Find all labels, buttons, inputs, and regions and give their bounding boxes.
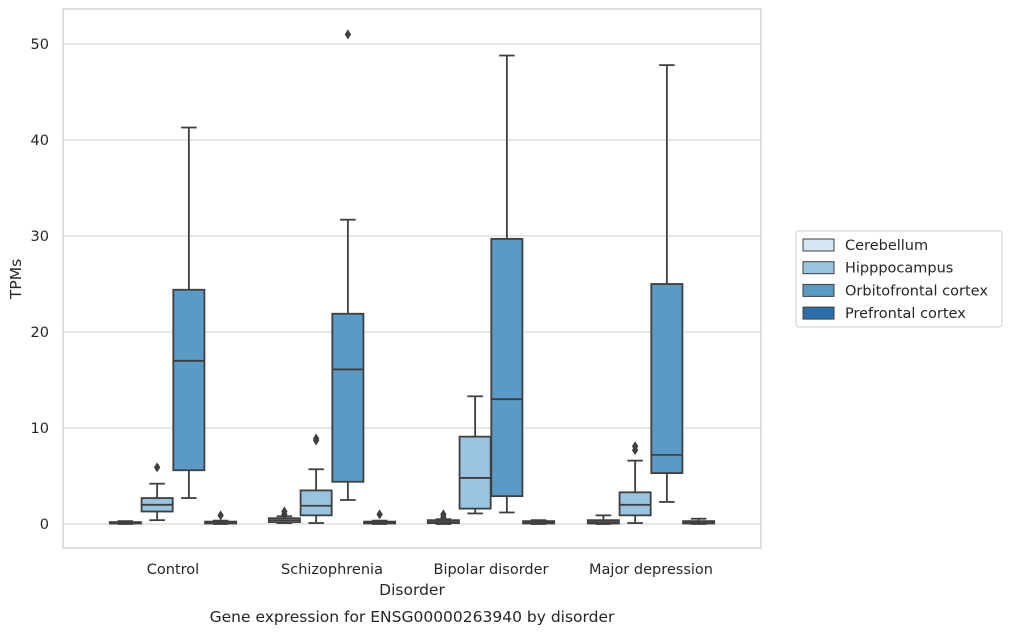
box-0-0 bbox=[108, 520, 142, 525]
box-1-3 bbox=[618, 441, 652, 524]
x-tick-label: Schizophrenia bbox=[281, 562, 383, 578]
box-iqr bbox=[650, 283, 684, 475]
box-3-2 bbox=[522, 519, 556, 525]
x-tick-label: Bipolar disorder bbox=[434, 562, 549, 578]
chart-title: Gene expression for ENSG00000263940 by d… bbox=[210, 608, 615, 626]
legend-swatch bbox=[802, 283, 835, 297]
box-3-0 bbox=[204, 510, 238, 525]
y-tick-label: 50 bbox=[31, 37, 49, 53]
outlier-point bbox=[344, 29, 352, 40]
legend-item: Cerebellum bbox=[802, 238, 928, 254]
legend-swatch bbox=[802, 238, 835, 252]
box-3-3 bbox=[682, 517, 716, 525]
y-tick-label: 40 bbox=[31, 133, 49, 149]
plot-frame bbox=[62, 8, 762, 549]
legend-items: Cerebellum Hipppocampus Orbitofrontal cort… bbox=[802, 238, 988, 322]
box-2-1 bbox=[331, 29, 365, 501]
box-iqr bbox=[331, 312, 365, 483]
box-iqr bbox=[172, 288, 206, 472]
box-1-2 bbox=[458, 395, 492, 515]
legend-label: Cerebellum bbox=[845, 238, 928, 254]
legend-item: Hipppocampus bbox=[802, 261, 953, 277]
box-3-1 bbox=[363, 509, 397, 525]
box-1-1 bbox=[299, 433, 333, 524]
outlier-point bbox=[281, 506, 288, 517]
legend-label: Orbitofrontal cortex bbox=[845, 283, 988, 299]
box-iqr bbox=[490, 237, 524, 498]
box-2-0 bbox=[172, 126, 206, 499]
legend-label: Prefrontal cortex bbox=[845, 306, 966, 322]
legend-frame bbox=[795, 230, 1003, 328]
y-tick-label: 30 bbox=[31, 229, 49, 245]
x-tick-labels: Control Schizophrenia Bipolar disorder Majo… bbox=[147, 562, 713, 578]
y-tick-labels: 0 10 20 30 40 50 bbox=[31, 37, 49, 533]
outlier-point bbox=[217, 510, 224, 521]
outlier-point bbox=[153, 462, 161, 473]
box-iqr bbox=[458, 435, 492, 510]
y-axis-label: TPMs bbox=[7, 259, 25, 300]
box-iqr bbox=[299, 489, 333, 517]
y-tick-label: 20 bbox=[31, 325, 49, 341]
legend: Cerebellum Hipppocampus Orbitofrontal cort… bbox=[795, 230, 1003, 328]
legend-label: Hipppocampus bbox=[845, 261, 953, 277]
box-0-1 bbox=[267, 506, 301, 524]
box-0-3 bbox=[586, 514, 620, 525]
box-iqr bbox=[618, 491, 652, 517]
legend-item: Orbitofrontal cortex bbox=[802, 283, 988, 299]
box-2-3 bbox=[650, 64, 684, 503]
box-1-0 bbox=[140, 462, 174, 522]
x-tick-label: Control bbox=[147, 562, 199, 578]
legend-swatch bbox=[802, 306, 835, 320]
legend-item: Prefrontal cortex bbox=[802, 306, 966, 322]
legend-swatch bbox=[802, 261, 835, 275]
y-tick-label: 10 bbox=[31, 421, 49, 437]
plot-layer bbox=[108, 29, 716, 525]
y-tick-label: 0 bbox=[40, 517, 49, 533]
x-axis-label: Disorder bbox=[379, 581, 445, 599]
box-0-2 bbox=[426, 509, 460, 525]
box-2-2 bbox=[490, 54, 524, 514]
outlier-point bbox=[440, 509, 447, 520]
x-tick-label: Major depression bbox=[589, 562, 713, 578]
outlier-point bbox=[376, 509, 383, 520]
outlier-point bbox=[312, 433, 320, 444]
outlier-point bbox=[631, 441, 639, 452]
